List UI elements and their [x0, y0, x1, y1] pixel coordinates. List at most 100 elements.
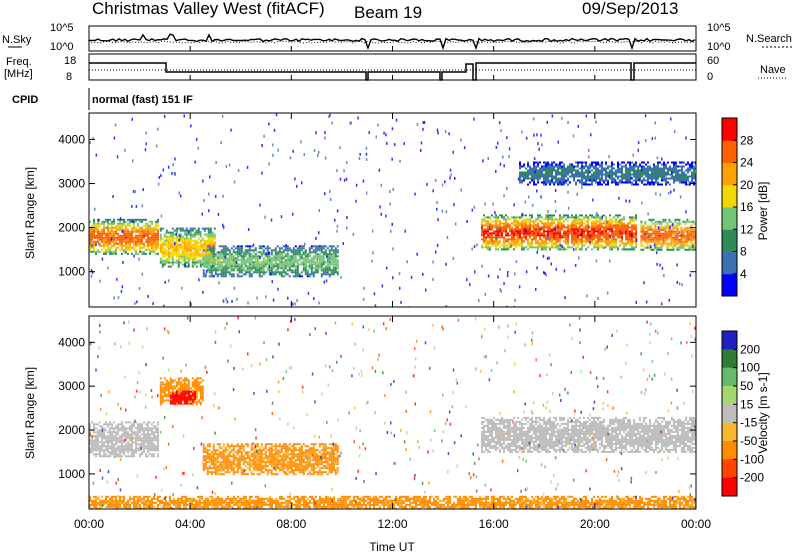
echo-cell [328, 257, 331, 260]
echo-cell [326, 261, 329, 264]
echo-cell [521, 175, 523, 178]
echo-cell [93, 224, 95, 227]
echo-cell [113, 242, 115, 245]
echo-cell [234, 259, 237, 262]
echo-cell [621, 232, 623, 235]
echo-cell [282, 251, 285, 254]
echo-cell [284, 247, 287, 250]
echo-cell [310, 263, 313, 266]
echo-cell [641, 161, 643, 164]
echo-cell [157, 449, 159, 452]
echo-cell [567, 216, 569, 219]
echo-cell [676, 228, 679, 231]
echo-cell [398, 272, 401, 275]
echo-cell [563, 167, 565, 170]
echo-cell [252, 249, 255, 252]
echo-cell [656, 238, 659, 241]
echo-cell [571, 246, 573, 249]
echo-cell [691, 175, 693, 178]
echo-cell [109, 427, 111, 430]
echo-cell [187, 263, 190, 266]
echo-cell [209, 241, 212, 244]
echo-cell [488, 225, 491, 229]
echo-cell [543, 179, 545, 182]
echo-cell [559, 183, 561, 186]
echo-cell [95, 437, 97, 440]
echo-cell [105, 441, 107, 444]
echo-cell [541, 143, 543, 147]
echo-cell [153, 238, 155, 241]
echo-cell [665, 165, 667, 168]
echo-cell [391, 222, 393, 226]
echo-cell [653, 243, 656, 247]
echo-cell [657, 173, 659, 176]
echo-cell [609, 244, 611, 247]
echo-cell [260, 271, 263, 274]
echo-cell [202, 179, 204, 183]
echo-cell [274, 249, 277, 252]
echo-cell [525, 229, 527, 233]
echo-cell [312, 263, 315, 266]
echo-cell [199, 263, 202, 266]
echo-cell [89, 431, 91, 434]
echo-cell [515, 228, 517, 231]
echo-cell [127, 248, 129, 251]
echo-cell [203, 233, 206, 236]
echo-cell [103, 453, 105, 456]
echo-cell [232, 261, 235, 264]
echo-cell [244, 261, 247, 264]
echo-cell [529, 244, 531, 247]
echo-cell [117, 449, 119, 452]
echo-cell [641, 175, 643, 178]
echo-cell [491, 226, 493, 229]
echo-cell [565, 242, 567, 245]
echo-cell [141, 236, 143, 239]
echo-cell [212, 269, 215, 272]
echo-cell [119, 248, 121, 251]
echo-cell [482, 159, 484, 163]
echo-cell [143, 451, 145, 454]
echo-cell [519, 234, 521, 237]
echo-cell [563, 216, 565, 219]
echo-cell [515, 260, 518, 264]
echo-cell [107, 455, 109, 458]
echo-cell [169, 245, 172, 248]
echo-cell [628, 199, 631, 203]
echo-cell [489, 236, 491, 239]
echo-cell [155, 437, 157, 440]
echo-cell [605, 216, 607, 219]
echo-cell [625, 165, 627, 168]
echo-cell [339, 146, 341, 150]
echo-cell [651, 175, 653, 178]
echo-cell [300, 263, 303, 266]
echo-cell [611, 218, 613, 221]
echo-cell [117, 296, 120, 300]
echo-cell [171, 257, 174, 260]
echo-cell [113, 218, 115, 221]
echo-cell [101, 248, 103, 251]
echo-cell [97, 226, 99, 229]
echo-cell [175, 403, 178, 406]
echo-cell [278, 253, 281, 256]
echo-cell [282, 257, 285, 260]
echo-cell [511, 226, 513, 229]
echo-cell [216, 259, 219, 262]
echo-cell [537, 222, 539, 225]
echo-cell [406, 260, 408, 264]
echo-cell [667, 161, 669, 164]
echo-cell [385, 133, 387, 137]
echo-cell [555, 179, 557, 182]
echo-cell [422, 272, 424, 276]
echo-cell [95, 226, 97, 229]
echo-cell [543, 226, 545, 229]
echo-cell [531, 171, 533, 174]
echo-cell [654, 222, 657, 225]
echo-cell [236, 245, 239, 248]
echo-cell [517, 242, 519, 245]
echo-cell [222, 259, 225, 262]
echo-cell [153, 421, 155, 424]
echo-cell [133, 240, 135, 243]
echo-cell [621, 236, 623, 239]
echo-cell [284, 259, 287, 262]
echo-cell [206, 255, 209, 258]
